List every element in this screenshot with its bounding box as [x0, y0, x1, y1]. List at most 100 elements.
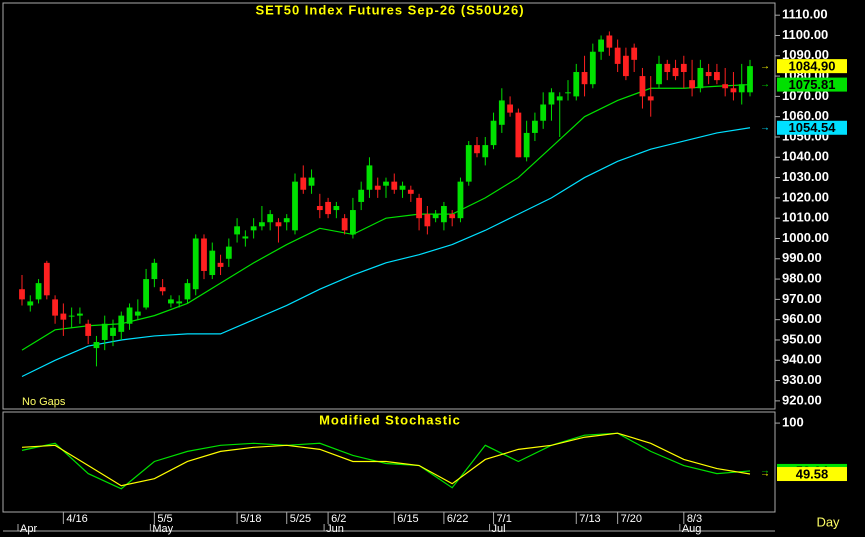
candle-body [556, 96, 563, 101]
tag-arrow: → [760, 466, 770, 477]
candle-body [267, 214, 274, 223]
candle-body [35, 283, 42, 300]
month-label: Jun [326, 523, 344, 535]
candle-body [623, 55, 629, 77]
price-tag-label: 1054.54 [789, 120, 837, 135]
candle-body [457, 181, 464, 219]
candle-body [159, 287, 166, 292]
series-line [21, 127, 751, 378]
candle-body [68, 315, 75, 317]
candle-body [134, 311, 141, 316]
candle-body [747, 66, 753, 93]
candle-body [441, 206, 447, 223]
candle-body [465, 145, 472, 182]
candle-body [614, 47, 621, 64]
y-tick-label: 930.00 [782, 372, 822, 387]
candle-body [366, 165, 373, 190]
note: No Gaps [22, 396, 66, 408]
candle-body [606, 35, 613, 48]
candle-body [482, 145, 489, 158]
candle-body [101, 323, 108, 340]
x-tick-label: 8/3 [687, 513, 702, 525]
candle-body [589, 51, 596, 85]
candle-body [217, 262, 224, 267]
candle-body [374, 185, 381, 190]
tag-arrow: → [760, 122, 770, 133]
candle-body [60, 313, 67, 320]
y-tick-label: 980.00 [782, 271, 822, 286]
candle-body [672, 67, 679, 77]
candle-body [209, 250, 216, 276]
price-panel [2, 2, 776, 410]
candle-body [639, 76, 646, 97]
month-label: May [152, 523, 173, 535]
candle-body [77, 313, 83, 316]
candle-body [532, 120, 538, 133]
y-tick-label: 950.00 [782, 331, 822, 346]
y-tick-label: 1000.00 [782, 230, 829, 245]
series-line [21, 83, 751, 351]
candle-body [168, 299, 174, 304]
candle-body [308, 177, 315, 186]
y-tick-label: 1060.00 [782, 108, 829, 123]
y-tick-label: 920.00 [782, 392, 822, 407]
price-tag [777, 467, 847, 482]
candle-body [234, 226, 240, 235]
candle-body [523, 132, 530, 158]
tag-arrow: → [760, 469, 770, 480]
y-tick-label: 1040.00 [782, 149, 829, 164]
x-tick-label: 7/1 [497, 513, 512, 525]
candle-body [680, 63, 687, 73]
series-line [21, 432, 751, 487]
candle-body [730, 88, 737, 93]
series-line [21, 432, 751, 490]
candle-body [697, 67, 704, 89]
x-unit: Day [816, 514, 840, 529]
candle-body [201, 238, 207, 271]
candle-body [143, 279, 149, 308]
y-tick-label: 960.00 [782, 311, 822, 326]
month-label: Apr [20, 523, 37, 535]
candle-body [242, 236, 249, 239]
price-tag [777, 77, 847, 92]
candle-body [350, 210, 356, 235]
price-tag-label: 49.58 [796, 466, 829, 481]
candle-body [507, 104, 513, 113]
candle-body [631, 47, 638, 60]
candle-body [52, 299, 58, 316]
candle-body [333, 206, 340, 211]
stochastic-panel [2, 411, 776, 513]
candle-body [391, 181, 398, 190]
month-label: Jul [492, 523, 506, 535]
y-tick-label: 1110.00 [782, 7, 828, 22]
candle-body [474, 145, 480, 154]
candle-body [598, 39, 604, 52]
candle-body [407, 189, 414, 194]
candle-body [656, 63, 662, 85]
month-label: Aug [682, 523, 702, 535]
candle-body [383, 181, 389, 186]
tag-arrow: → [760, 79, 770, 90]
candle-body [151, 262, 158, 280]
candle-body [110, 327, 116, 336]
y-tick-label: 940.00 [782, 352, 822, 367]
chart-title: SET50 Index Futures Sep-26 (S50U26) [255, 2, 524, 17]
y-tick-label: 1100.00 [782, 27, 828, 42]
candle-body [176, 301, 183, 304]
candle-body [416, 197, 422, 219]
candle-body [300, 177, 307, 190]
candle-body [192, 238, 199, 290]
candle-body [283, 218, 290, 223]
candle-body [85, 323, 92, 336]
candle-body [432, 214, 439, 219]
candle-body [565, 92, 571, 94]
x-tick-label: 4/16 [66, 513, 87, 525]
candle-body [573, 72, 580, 97]
y-tick-label: 1010.00 [782, 210, 829, 225]
y-tick-label: 1090.00 [782, 47, 829, 62]
candle-body [27, 301, 34, 306]
candle-body [705, 72, 712, 77]
x-tick-label: 7/20 [621, 513, 642, 525]
candle-body [738, 84, 745, 93]
